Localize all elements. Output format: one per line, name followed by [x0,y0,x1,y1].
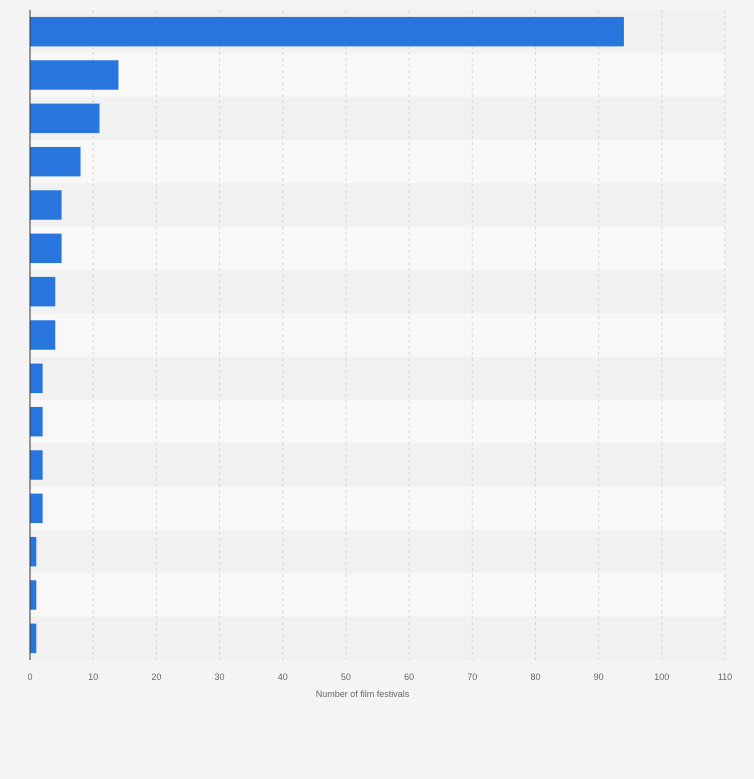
grid-lines [92,10,726,660]
bar[interactable] [30,16,624,47]
x-tick-label: 30 [215,672,225,682]
bar[interactable] [30,233,62,264]
x-tick-label: 110 [718,672,732,682]
row-band [30,400,725,444]
bar[interactable] [30,320,56,350]
row-bands [30,10,725,660]
row-band [30,356,725,400]
row-band [30,183,725,227]
bars [30,16,624,654]
bar[interactable] [30,536,37,567]
row-band [30,616,725,660]
x-tick-label: 50 [341,672,351,682]
x-tick-label: 100 [654,672,669,682]
bar[interactable] [30,60,119,90]
row-band [30,226,725,270]
bar[interactable] [30,190,62,220]
row-band [30,96,725,140]
bar[interactable] [30,406,43,437]
row-band [30,53,725,97]
bar[interactable] [30,276,56,307]
bar[interactable] [30,493,43,524]
x-axis-label: Number of film festivals [316,689,410,699]
x-tick-label: 80 [530,672,540,682]
row-band [30,270,725,314]
bar[interactable] [30,450,43,480]
bar[interactable] [30,623,37,654]
row-band [30,486,725,530]
x-tick-label: 70 [467,672,477,682]
bar[interactable] [30,103,100,134]
row-band [30,140,725,184]
x-tick-labels: 0 10 20 30 40 50 60 70 80 90 100 110 [27,672,732,682]
row-band [30,573,725,617]
bar[interactable] [30,146,81,177]
bar[interactable] [30,580,37,610]
x-tick-label: 0 [27,672,32,682]
bar[interactable] [30,363,43,394]
x-tick-label: 60 [404,672,414,682]
x-tick-label: 40 [278,672,288,682]
row-band [30,530,725,574]
x-tick-label: 20 [151,672,161,682]
row-band [30,313,725,357]
row-band [30,443,725,487]
x-tick-label: 10 [88,672,98,682]
x-tick-label: 90 [594,672,604,682]
